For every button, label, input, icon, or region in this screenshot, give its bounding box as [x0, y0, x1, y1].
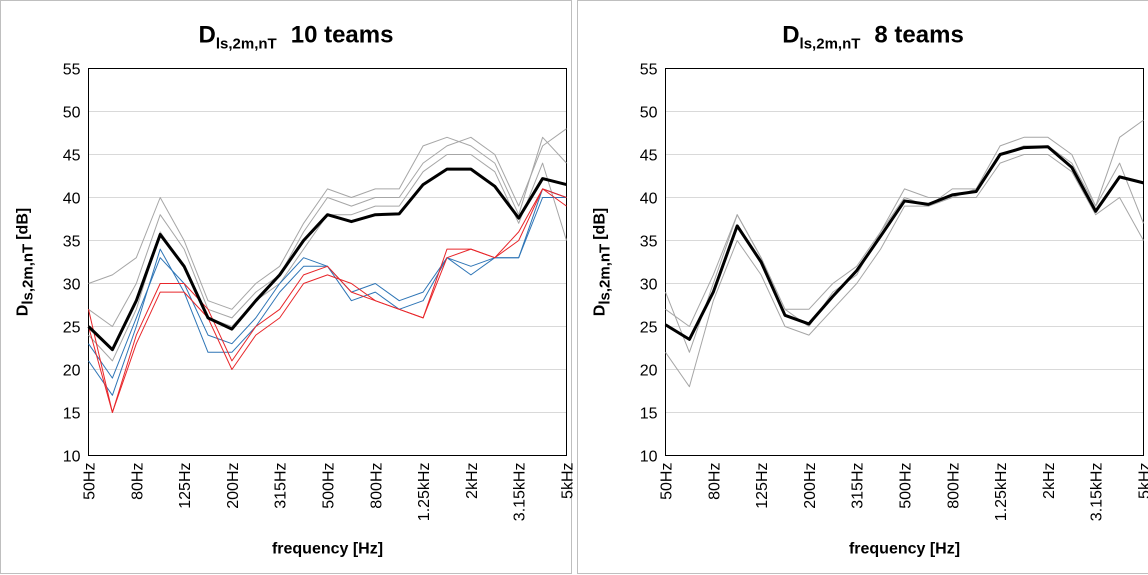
chart-panel: Dls,2m,nT 10 teams 10 15 20 25 30 35 40 45 50 55 50H…	[0, 0, 577, 574]
x-tick-label: 80Hz	[129, 463, 146, 500]
x-tick-label: 1.25kHz	[416, 463, 433, 522]
y-tick-label: 50	[640, 105, 658, 122]
y-tick-label: 50	[63, 105, 81, 122]
title-suffix: 8 teams	[874, 22, 963, 49]
y-tick-label: 10	[640, 449, 658, 466]
y-tick-label: 20	[640, 363, 658, 380]
x-tick-label: 1.25kHz	[993, 463, 1010, 522]
x-tick-label: 5kHz	[560, 463, 577, 499]
title-suffix: 10 teams	[291, 22, 394, 49]
x-tick-label: 80Hz	[706, 463, 723, 500]
y-label-main: D	[592, 305, 609, 317]
y-tick-label: 20	[63, 363, 81, 380]
title-main: D	[199, 22, 216, 49]
y-tick-label: 40	[640, 191, 658, 208]
y-tick-label: 35	[63, 234, 81, 251]
x-tick-label: 50Hz	[82, 463, 99, 500]
y-label-suffix: [dB]	[592, 208, 609, 240]
chart-title: Dls,2m,nT 8 teams	[782, 22, 964, 53]
y-axis-label: Dls,2m,nT [dB]	[15, 208, 37, 316]
y-tick-label: 45	[640, 148, 658, 165]
series-line	[664, 145, 1144, 341]
x-tick-label: 200Hz	[225, 463, 242, 509]
y-tick-label: 40	[63, 191, 81, 208]
y-tick-label: 15	[640, 406, 658, 423]
x-tick-label: 800Hz	[368, 463, 385, 509]
y-tick-label: 30	[63, 277, 81, 294]
y-label-main: D	[15, 305, 32, 317]
y-tick-label: 55	[640, 62, 658, 79]
x-tick-label: 3.15kHz	[512, 463, 529, 522]
plot-frame	[88, 68, 567, 456]
title-subscript: ls,2m,nT	[216, 36, 277, 53]
panel-border	[0, 0, 572, 574]
chart-title: Dls,2m,nT 10 teams	[199, 22, 394, 53]
y-label-subscript: ls,2m,nT	[597, 244, 614, 305]
x-tick-label: 125Hz	[177, 463, 194, 509]
x-tick-label: 3.15kHz	[1089, 463, 1106, 522]
x-tick-label: 500Hz	[321, 463, 338, 509]
y-label-subscript: ls,2m,nT	[20, 244, 37, 305]
x-tick-label: 125Hz	[754, 463, 771, 509]
series-line	[665, 145, 1144, 327]
y-tick-label: 30	[640, 277, 658, 294]
series-line	[87, 167, 567, 352]
x-tick-label: 200Hz	[802, 463, 819, 509]
x-tick-label: 2kHz	[464, 463, 481, 499]
plot-frame	[665, 68, 1144, 456]
title-main: D	[782, 22, 799, 49]
y-tick-label: 55	[63, 62, 81, 79]
y-tick-label: 25	[640, 320, 658, 337]
x-tick-label: 800Hz	[945, 463, 962, 509]
y-tick-label: 25	[63, 320, 81, 337]
y-tick-label: 45	[63, 148, 81, 165]
series-line	[88, 128, 567, 327]
x-axis-label: frequency [Hz]	[272, 541, 383, 558]
series-line	[88, 188, 567, 413]
x-axis-label: frequency [Hz]	[849, 541, 960, 558]
chart-panel: Dls,2m,nT 8 teams 10 15 20 25 30 35 40 45 50 55 50Hz…	[577, 0, 1148, 574]
x-tick-label: 2kHz	[1041, 463, 1058, 499]
x-tick-label: 315Hz	[273, 463, 290, 509]
x-tick-label: 5kHz	[1137, 463, 1148, 499]
y-tick-label: 35	[640, 234, 658, 251]
x-tick-label: 500Hz	[898, 463, 915, 509]
title-subscript: ls,2m,nT	[800, 36, 861, 53]
y-label-suffix: [dB]	[15, 208, 32, 240]
y-axis-label: Dls,2m,nT [dB]	[592, 208, 614, 316]
panel-border	[577, 0, 1148, 574]
series-line	[665, 154, 1144, 388]
series-line	[88, 136, 567, 310]
x-tick-label: 315Hz	[850, 463, 867, 509]
y-tick-label: 15	[63, 406, 81, 423]
y-tick-label: 10	[63, 449, 81, 466]
x-tick-label: 50Hz	[659, 463, 676, 500]
